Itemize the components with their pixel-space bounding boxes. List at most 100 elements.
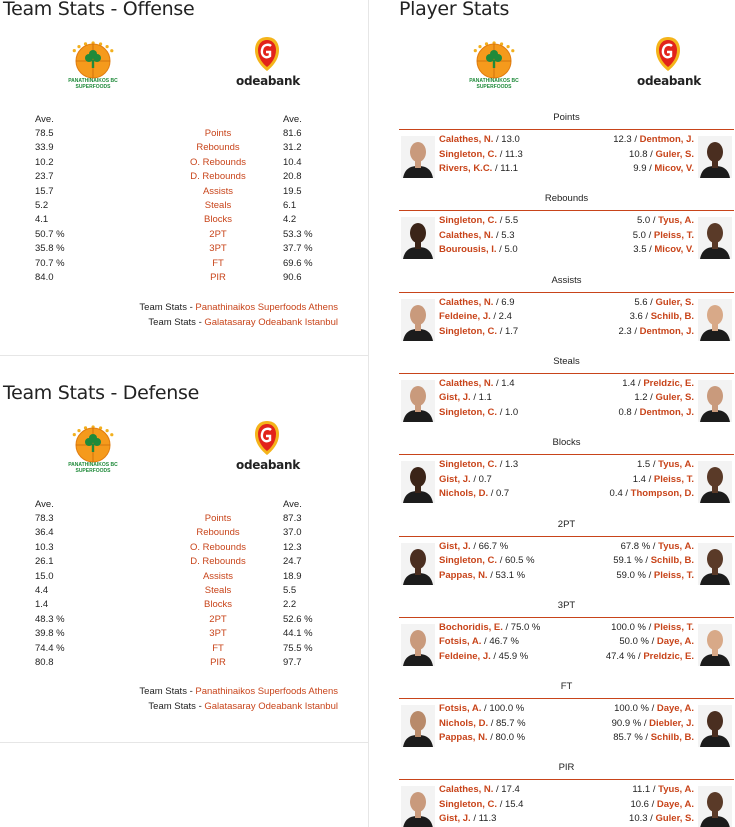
player-link[interactable]: Pappas, N.	[439, 569, 488, 581]
stat-row: 5.2 Steals 6.1	[35, 198, 343, 212]
player-link[interactable]: Singleton, C.	[439, 555, 498, 566]
player-row: Singleton, C. / 11.3	[439, 148, 523, 163]
away-value: 2.2	[283, 599, 297, 611]
stat-label[interactable]: 3PT	[209, 628, 227, 640]
player-link[interactable]: Bourousis, I.	[439, 244, 497, 256]
player-link[interactable]: Singleton, C.	[439, 459, 498, 471]
player-link[interactable]: Feldeine, J.	[439, 650, 491, 662]
player-link[interactable]: Schilb, B.	[650, 555, 694, 566]
player-row: Singleton, C. / 1.7	[439, 325, 518, 340]
player-link[interactable]: Daye, A.	[656, 703, 694, 715]
offense-stats-table: Ave. Ave. 78.5 Points 81.6 33.9 Rebounds 31.2…	[35, 112, 343, 285]
player-link[interactable]: Schilb, B.	[650, 732, 694, 744]
player-link[interactable]: Gist, J.	[439, 540, 471, 552]
stat-label[interactable]: Assists	[202, 570, 234, 582]
player-link[interactable]: Gist, J.	[439, 473, 471, 485]
away-value: 5.5	[283, 585, 297, 597]
player-row: 67.8 % / Tyus, A.	[613, 540, 694, 555]
panathinaikos-link[interactable]: Panathinaikos Superfoods Athens	[195, 686, 338, 697]
player-link[interactable]: Dentmon, J.	[639, 325, 694, 337]
player-link[interactable]: Rivers, K.C.	[439, 163, 493, 174]
player-link[interactable]: Tyus, A.	[658, 459, 694, 471]
player-link[interactable]: Singleton, C.	[439, 406, 498, 418]
player-link[interactable]: Dentmon, J.	[639, 134, 694, 145]
stat-label[interactable]: O. Rebounds	[190, 156, 246, 168]
stat-label[interactable]: Points	[204, 513, 232, 525]
player-row: Gist, J. / 1.1	[439, 391, 518, 406]
stat-label[interactable]: FT	[212, 642, 224, 654]
stat-label[interactable]: 2PT	[209, 613, 227, 625]
player-link[interactable]: Calathes, N.	[439, 784, 494, 796]
player-link[interactable]: Schilb, B.	[650, 311, 694, 323]
player-link[interactable]: Pleiss, T.	[653, 473, 694, 485]
away-players: 5.6 / Guler, S. 3.6 / Schilb, B. 2.3 / Den…	[619, 296, 695, 340]
player-value: / 15.4	[497, 798, 524, 810]
player-link[interactable]: Tyus, A.	[658, 784, 694, 796]
player-link[interactable]: Singleton, C.	[439, 325, 498, 337]
away-value: 97.7	[283, 656, 302, 668]
stat-label[interactable]: PIR	[210, 271, 226, 283]
player-link[interactable]: Daye, A.	[656, 798, 694, 810]
stat-row: 26.1 D. Rebounds 24.7	[35, 555, 343, 569]
player-link[interactable]: Diebler, J.	[649, 717, 694, 729]
player-link[interactable]: Gist, J.	[439, 813, 471, 825]
player-link[interactable]: Dentmon, J.	[639, 406, 694, 418]
player-row: Singleton, C. / 5.5	[439, 214, 518, 229]
player-link[interactable]: Nichols, D.	[439, 717, 489, 729]
stat-label[interactable]: 2PT	[209, 228, 227, 240]
player-link[interactable]: Daye, A.	[656, 636, 694, 648]
stat-label[interactable]: Rebounds	[196, 142, 240, 154]
stat-label[interactable]: Steals	[204, 585, 232, 597]
panathinaikos-link[interactable]: Panathinaikos Superfoods Athens	[195, 302, 338, 313]
away-value: 69.6 %	[283, 257, 313, 269]
stat-row: 15.0 Assists 18.9	[35, 569, 343, 583]
player-link[interactable]: Guler, S.	[655, 148, 694, 160]
player-link[interactable]: Singleton, C.	[439, 215, 498, 227]
category-title: PIR	[399, 760, 734, 781]
player-stats-logos: PANATHINAIKOS BC SUPERFOODS odeabank	[463, 36, 701, 98]
player-link[interactable]: Calathes, N.	[439, 377, 494, 389]
stat-label[interactable]: PIR	[210, 656, 226, 668]
stat-label[interactable]: Rebounds	[196, 527, 240, 539]
player-link[interactable]: Feldeine, J.	[439, 311, 491, 323]
player-link[interactable]: Pleiss, T.	[653, 621, 694, 633]
player-link[interactable]: Singleton, C.	[439, 798, 498, 810]
player-link[interactable]: Pappas, N.	[439, 732, 488, 744]
home-players: Calathes, N. / 17.4 Singleton, C. / 15.4 G…	[439, 783, 523, 827]
player-link[interactable]: Calathes, N.	[439, 229, 494, 241]
player-link[interactable]: Fotsis, A.	[439, 636, 482, 648]
player-link[interactable]: Pleiss, T.	[653, 229, 694, 241]
player-link[interactable]: Micov, V.	[654, 244, 694, 256]
player-link[interactable]: Guler, S.	[655, 296, 694, 308]
player-photo	[698, 136, 732, 178]
stat-label[interactable]: O. Rebounds	[190, 541, 246, 553]
player-link[interactable]: Preldzic, E.	[643, 650, 694, 662]
stat-label[interactable]: FT	[212, 257, 224, 269]
player-link[interactable]: Micov, V.	[654, 163, 694, 174]
player-link[interactable]: Singleton, C.	[439, 148, 498, 160]
player-link[interactable]: Calathes, N.	[439, 134, 494, 145]
player-link[interactable]: Fotsis, A.	[439, 703, 482, 715]
stat-label[interactable]: D. Rebounds	[190, 171, 246, 183]
stat-label[interactable]: 3PT	[209, 243, 227, 255]
player-link[interactable]: Tyus, A.	[658, 540, 694, 552]
galatasaray-link[interactable]: Galatasaray Odeabank Istanbul	[204, 316, 338, 328]
player-link[interactable]: Bochoridis, E.	[439, 621, 503, 633]
player-link[interactable]: Guler, S.	[655, 813, 694, 825]
player-link[interactable]: Gist, J.	[439, 392, 471, 404]
stat-label[interactable]: Assists	[202, 185, 234, 197]
stat-label[interactable]: Blocks	[204, 214, 232, 226]
player-link[interactable]: Nichols, D.	[439, 488, 489, 500]
stat-label[interactable]: Blocks	[204, 599, 232, 611]
stat-label[interactable]: D. Rebounds	[190, 556, 246, 568]
player-link[interactable]: Guler, S.	[655, 392, 694, 404]
stat-label[interactable]: Points	[204, 128, 232, 140]
player-link[interactable]: Thompson, D.	[630, 488, 694, 500]
player-link[interactable]: Pleiss, T.	[653, 569, 694, 581]
galatasaray-link[interactable]: Galatasaray Odeabank Istanbul	[204, 700, 338, 712]
stat-label[interactable]: Steals	[204, 200, 232, 212]
player-link[interactable]: Tyus, A.	[658, 215, 694, 227]
player-link[interactable]: Calathes, N.	[439, 296, 494, 308]
divider	[0, 742, 368, 743]
player-link[interactable]: Preldzic, E.	[643, 377, 694, 389]
